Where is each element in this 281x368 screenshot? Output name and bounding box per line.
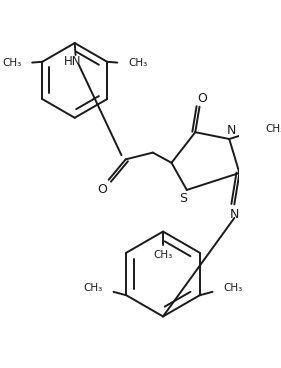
Text: S: S [179, 192, 187, 205]
Text: CH₃: CH₃ [2, 59, 21, 68]
Text: CH₃: CH₃ [83, 283, 103, 293]
Text: CH₃: CH₃ [265, 124, 281, 134]
Text: CH₃: CH₃ [224, 283, 243, 293]
Text: CH₃: CH₃ [128, 59, 148, 68]
Text: HN: HN [64, 55, 81, 68]
Text: O: O [197, 92, 207, 105]
Text: N: N [226, 124, 236, 137]
Text: O: O [97, 183, 107, 197]
Text: N: N [230, 208, 239, 221]
Text: CH₃: CH₃ [153, 250, 173, 260]
